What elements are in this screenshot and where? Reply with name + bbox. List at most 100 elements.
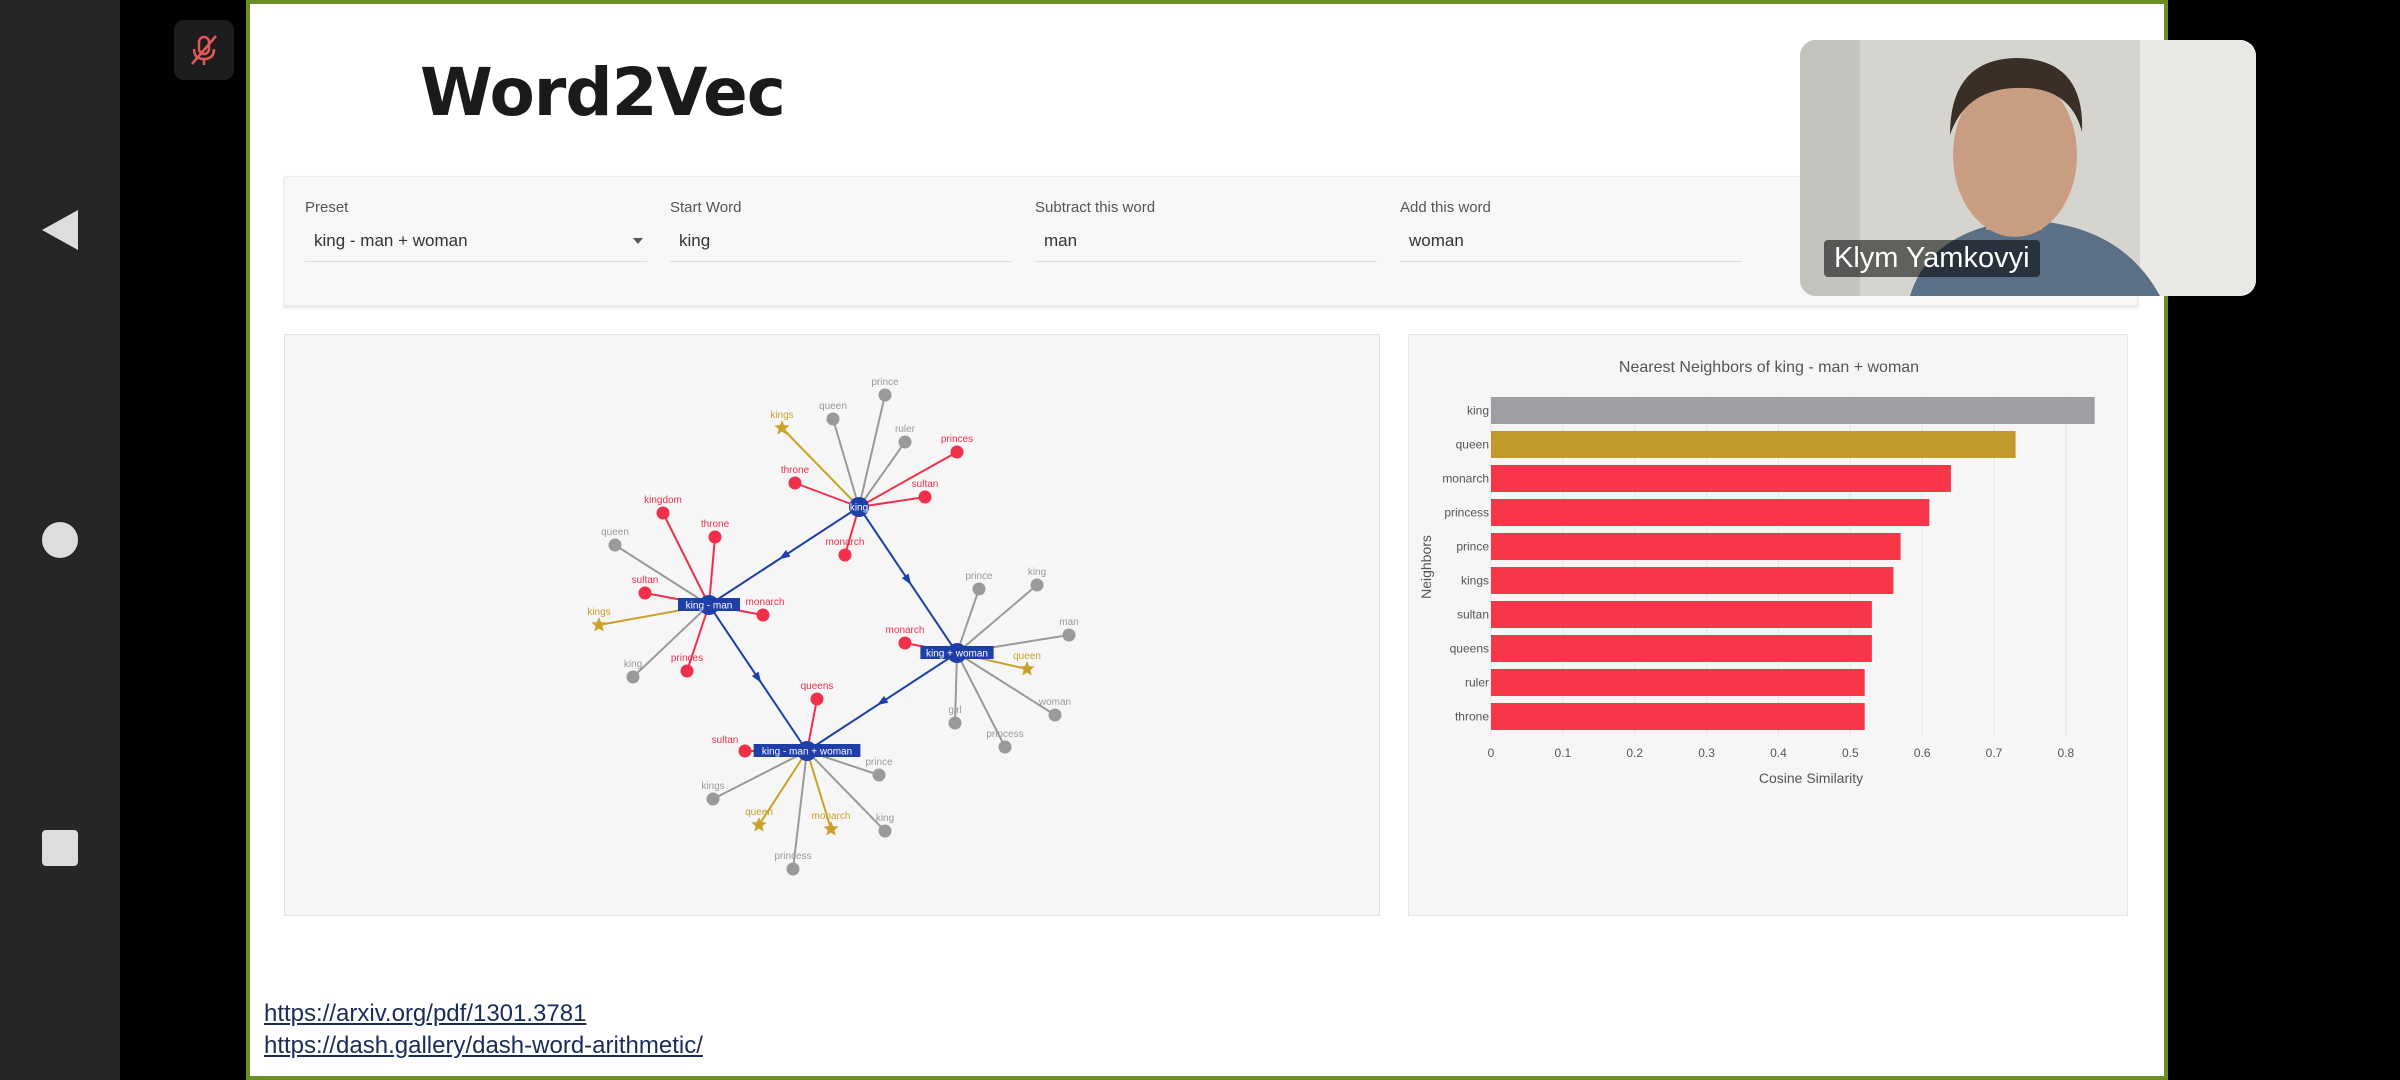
network-node-label: princes: [941, 434, 973, 445]
network-node-label: monarch: [812, 811, 851, 822]
network-edge: [956, 652, 1006, 748]
network-edge: [708, 536, 716, 606]
network-edge: [956, 652, 1056, 716]
start-word-input[interactable]: king: [670, 226, 1012, 262]
network-node: [950, 445, 964, 459]
network-edge: [858, 451, 958, 508]
network-edge: [858, 496, 926, 508]
network-node: [786, 862, 800, 876]
slide-title: Word2Vec: [420, 54, 786, 131]
network-edge: [614, 544, 710, 606]
network-node: [872, 768, 886, 782]
chart-bar: [1491, 431, 2016, 458]
network-node: [1048, 708, 1062, 722]
chart-y-tick-label: prince: [1456, 540, 1489, 554]
network-node-label: sultan: [632, 575, 659, 586]
nearest-neighbors-chart: Nearest Neighbors of king - man + woman 0…: [1408, 334, 2128, 916]
chart-bar: [1491, 397, 2095, 424]
network-node-label: king: [1028, 567, 1046, 578]
chart-bar: [1491, 669, 1865, 696]
network-node: [756, 608, 770, 622]
chart-x-axis-label: Cosine Similarity: [1759, 770, 1863, 786]
start-word-field[interactable]: Start Word king: [670, 199, 1012, 262]
network-svg: kings queen prince ruler princes throne sultan…: [587, 377, 1079, 876]
chart-title: Nearest Neighbors of king - man + woman: [1619, 359, 1919, 376]
network-node-star: [591, 617, 607, 632]
network-node: [738, 744, 752, 758]
mic-off-icon[interactable]: [174, 20, 234, 80]
network-node-label: king: [624, 659, 642, 670]
network-node: [918, 490, 932, 504]
network-node: [1062, 628, 1076, 642]
network-node: [898, 636, 912, 650]
participant-video: Klym Yamkovyi: [1800, 40, 2256, 296]
chart-bar: [1491, 465, 1951, 492]
network-node-label: kings: [587, 607, 610, 618]
chart-x-tick-label: 0.2: [1626, 746, 1643, 760]
network-node-label: ruler: [895, 424, 916, 435]
network-node: [638, 586, 652, 600]
network-node-label: prince: [871, 377, 899, 388]
network-edge: [686, 604, 710, 672]
network-node-star: [823, 821, 839, 836]
home-circle-icon[interactable]: [34, 514, 86, 566]
network-node: [826, 412, 840, 426]
subtract-word-field[interactable]: Subtract this word man: [1035, 199, 1377, 262]
chart-x-tick-label: 0.7: [1986, 746, 2003, 760]
network-edge: [956, 588, 980, 654]
network-node-label: kingdom: [644, 495, 682, 506]
subtract-word-input[interactable]: man: [1035, 226, 1377, 262]
chart-y-tick-label: throne: [1455, 710, 1489, 724]
preset-label: Preset: [305, 199, 349, 216]
network-node-label: princess: [774, 851, 811, 862]
back-triangle-icon[interactable]: [34, 204, 86, 256]
network-edge: [781, 427, 860, 508]
chart-bar: [1491, 567, 1894, 594]
network-node-label: queen: [745, 807, 773, 818]
preset-dropdown[interactable]: Preset king - man + woman: [305, 199, 647, 262]
network-edge-arrow: [876, 695, 889, 706]
network-node-label: monarch: [826, 537, 865, 548]
subtract-word-label: Subtract this word: [1035, 199, 1156, 216]
network-node-star: [774, 420, 790, 435]
chart-bar: [1491, 601, 1872, 628]
add-word-input[interactable]: woman: [1400, 226, 1742, 262]
network-node: [706, 792, 720, 806]
network-node: [708, 530, 722, 544]
recents-square-icon[interactable]: [34, 822, 86, 874]
chart-y-tick-label: king: [1467, 404, 1489, 418]
network-edge: [794, 482, 860, 508]
dash-gallery-link[interactable]: https://dash.gallery/dash-word-arithmeti…: [264, 1032, 703, 1059]
chart-y-tick-label: monarch: [1442, 472, 1489, 486]
network-node-label: queen: [1013, 651, 1041, 662]
preset-value: king - man + woman: [314, 231, 468, 250]
network-hub-label: king - man + woman: [762, 747, 852, 758]
network-node-label: woman: [1038, 697, 1071, 708]
network-edge: [806, 750, 886, 832]
network-node-label: girl: [948, 705, 961, 716]
network-edge-arrow: [901, 573, 912, 585]
network-node-label: sultan: [712, 735, 739, 746]
network-node-label: king: [876, 813, 894, 824]
network-node-label: man: [1059, 617, 1078, 628]
chart-y-tick-label: queen: [1456, 438, 1489, 452]
network-node-label: queen: [819, 401, 847, 412]
chart-bar: [1491, 499, 1930, 526]
network-node: [838, 548, 852, 562]
network-edge-arrow: [778, 549, 791, 560]
arxiv-paper-link[interactable]: https://arxiv.org/pdf/1301.3781: [264, 1000, 587, 1027]
network-node: [608, 538, 622, 552]
network-node: [626, 670, 640, 684]
network-node-label: throne: [701, 519, 730, 530]
network-edge: [806, 750, 832, 830]
network-edge: [832, 418, 860, 508]
network-node: [680, 664, 694, 678]
chart-bar: [1491, 635, 1872, 662]
network-node-star: [1019, 661, 1035, 676]
network-hub-highlight: [678, 598, 740, 611]
add-word-field[interactable]: Add this word woman: [1400, 199, 1742, 262]
chart-y-tick-label: ruler: [1465, 676, 1489, 690]
chevron-down-icon[interactable]: [633, 238, 643, 244]
network-node: [948, 716, 962, 730]
network-edge: [662, 512, 710, 606]
